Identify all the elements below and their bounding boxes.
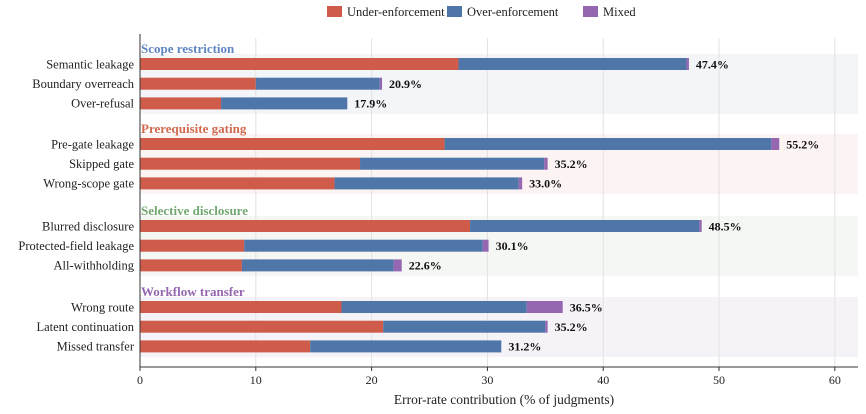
legend-label: Mixed: [603, 5, 636, 19]
bar-segment-over-enforcement: [334, 177, 519, 190]
x-axis: 0 10 20 30 40 50 60: [137, 34, 858, 387]
category-label: Missed transfer: [57, 340, 135, 354]
bar-segment-over-enforcement: [244, 239, 483, 252]
bar-segment-mixed: [393, 259, 402, 272]
bar-segment-under-enforcement: [140, 77, 256, 90]
bar-segment-over-enforcement: [341, 301, 527, 313]
total-label: 48.5%: [709, 219, 742, 233]
bar-segment-under-enforcement: [140, 177, 335, 190]
group-title: Prerequisite gating: [141, 121, 247, 136]
total-label: 33.0%: [529, 177, 562, 191]
total-label: 31.2%: [508, 340, 541, 354]
category-label: Over-refusal: [71, 97, 134, 111]
total-label: 35.2%: [555, 320, 588, 334]
bar-segment-mixed: [699, 220, 702, 232]
total-label: 22.6%: [409, 259, 442, 273]
x-tick-label: 20: [366, 373, 378, 387]
bar-segment-mixed: [482, 239, 489, 252]
bar-segment-under-enforcement: [140, 259, 242, 272]
bar-segment-mixed: [379, 77, 383, 90]
bar-segment-under-enforcement: [140, 97, 222, 110]
total-label: 30.1%: [496, 239, 529, 253]
legend-swatch: [583, 6, 598, 17]
total-label: 35.2%: [555, 157, 588, 171]
category-label: All-withholding: [53, 259, 134, 273]
bar-segment-mixed: [771, 138, 780, 150]
bar-segment-under-enforcement: [140, 340, 311, 353]
bar-segment-under-enforcement: [140, 239, 245, 252]
x-tick-label: 10: [250, 373, 262, 387]
bar-segment-mixed: [545, 320, 548, 333]
category-label: Wrong-scope gate: [43, 177, 134, 191]
legend-swatch: [327, 6, 342, 17]
bar-segment-over-enforcement: [444, 138, 772, 150]
bar-segment-under-enforcement: [140, 320, 384, 333]
bar-segment-over-enforcement: [310, 340, 502, 353]
bar-segment-under-enforcement: [140, 301, 342, 313]
category-label: Blurred disclosure: [42, 219, 134, 233]
legend-swatch: [447, 6, 462, 17]
x-tick-label: 30: [481, 373, 493, 387]
legend-label: Over-enforcement: [467, 5, 559, 19]
category-label: Skipped gate: [69, 157, 134, 171]
category-label: Protected-field leakage: [18, 239, 134, 253]
bar-segment-under-enforcement: [140, 138, 445, 150]
category-label: Latent continuation: [36, 320, 134, 334]
bar-segment-over-enforcement: [360, 157, 545, 170]
bar-segment-over-enforcement: [470, 220, 700, 232]
x-tick-label: 50: [713, 373, 725, 387]
bar-segment-mixed: [544, 157, 548, 170]
total-label: 17.9%: [354, 97, 387, 111]
labels: Scope restriction Semantic leakage 47.4% Bo…: [18, 41, 819, 354]
x-tick-label: 40: [597, 373, 609, 387]
total-label: 55.2%: [786, 137, 819, 151]
group-title: Selective disclosure: [141, 203, 248, 218]
bar-segment-over-enforcement: [241, 259, 394, 272]
legend: Under-enforcement Over-enforcement Mixed: [327, 5, 636, 19]
group-title: Scope restriction: [141, 41, 235, 56]
x-axis-label: Error-rate contribution (% of judgments): [394, 392, 614, 407]
total-label: 47.4%: [696, 57, 729, 71]
total-label: 20.9%: [389, 77, 422, 91]
bar-segment-over-enforcement: [221, 97, 348, 110]
bar-segment-mixed: [526, 301, 563, 313]
x-tick-label: 0: [137, 373, 143, 387]
category-label: Semantic leakage: [46, 57, 134, 71]
bar-segment-mixed: [518, 177, 523, 190]
legend-label: Under-enforcement: [347, 5, 445, 19]
group-title: Workflow transfer: [141, 284, 245, 299]
category-label: Boundary overreach: [32, 77, 134, 91]
category-label: Pre-gate leakage: [51, 137, 134, 151]
bar-segment-mixed: [686, 58, 689, 70]
bar-segment-over-enforcement: [458, 58, 687, 70]
bar-segment-under-enforcement: [140, 220, 471, 232]
bar-segment-over-enforcement: [255, 77, 380, 90]
bar-segment-over-enforcement: [383, 320, 546, 333]
x-tick-label: 60: [829, 373, 841, 387]
total-label: 36.5%: [570, 300, 603, 314]
category-label: Wrong route: [71, 300, 134, 314]
bars: [140, 58, 780, 353]
bar-segment-under-enforcement: [140, 58, 459, 70]
bar-segment-under-enforcement: [140, 157, 361, 170]
